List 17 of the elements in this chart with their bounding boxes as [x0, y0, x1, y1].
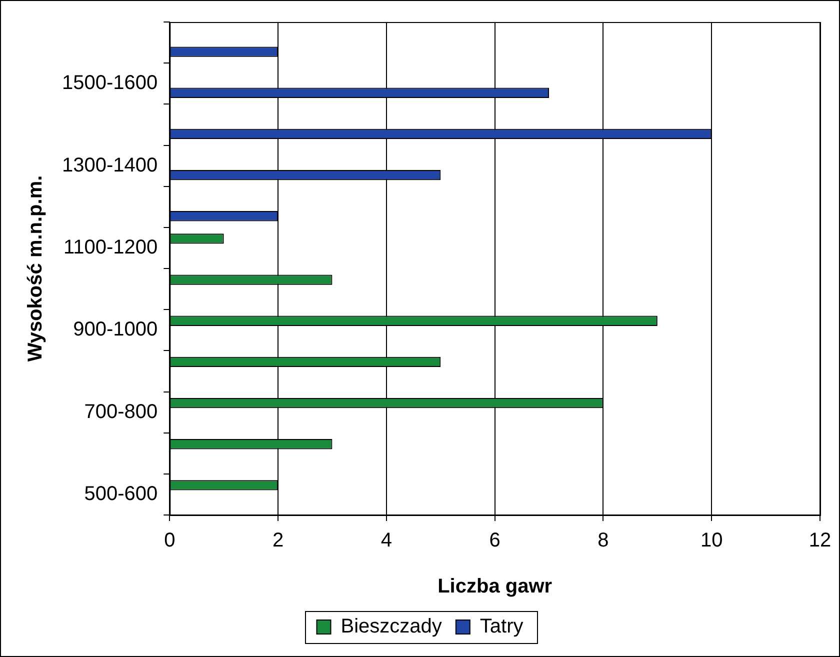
x-tick-label: 4	[380, 530, 392, 552]
x-tick-label: 8	[598, 530, 609, 552]
legend-label: Tatry	[480, 616, 524, 638]
y-tick-label: 1300-1400	[62, 154, 158, 176]
y-axis-title: Wysokość m.n.p.m.	[24, 175, 47, 362]
x-tick-label: 0	[164, 530, 176, 552]
legend-label: Bieszczady	[340, 616, 442, 638]
x-tick-label: 10	[700, 530, 723, 552]
x-tick-label: 12	[808, 530, 832, 552]
x-tick-label: 6	[489, 530, 500, 552]
y-tick-label: 1100-1200	[63, 236, 158, 258]
y-tick-label: 900-1000	[73, 318, 158, 341]
x-axis-title: Liczba gawr	[438, 576, 552, 598]
y-tick-label: 1500-1600	[62, 72, 158, 94]
y-tick-label: 700-800	[84, 400, 158, 423]
y-tick-label: 500-600	[84, 482, 158, 505]
x-tick-label: 2	[272, 530, 284, 552]
